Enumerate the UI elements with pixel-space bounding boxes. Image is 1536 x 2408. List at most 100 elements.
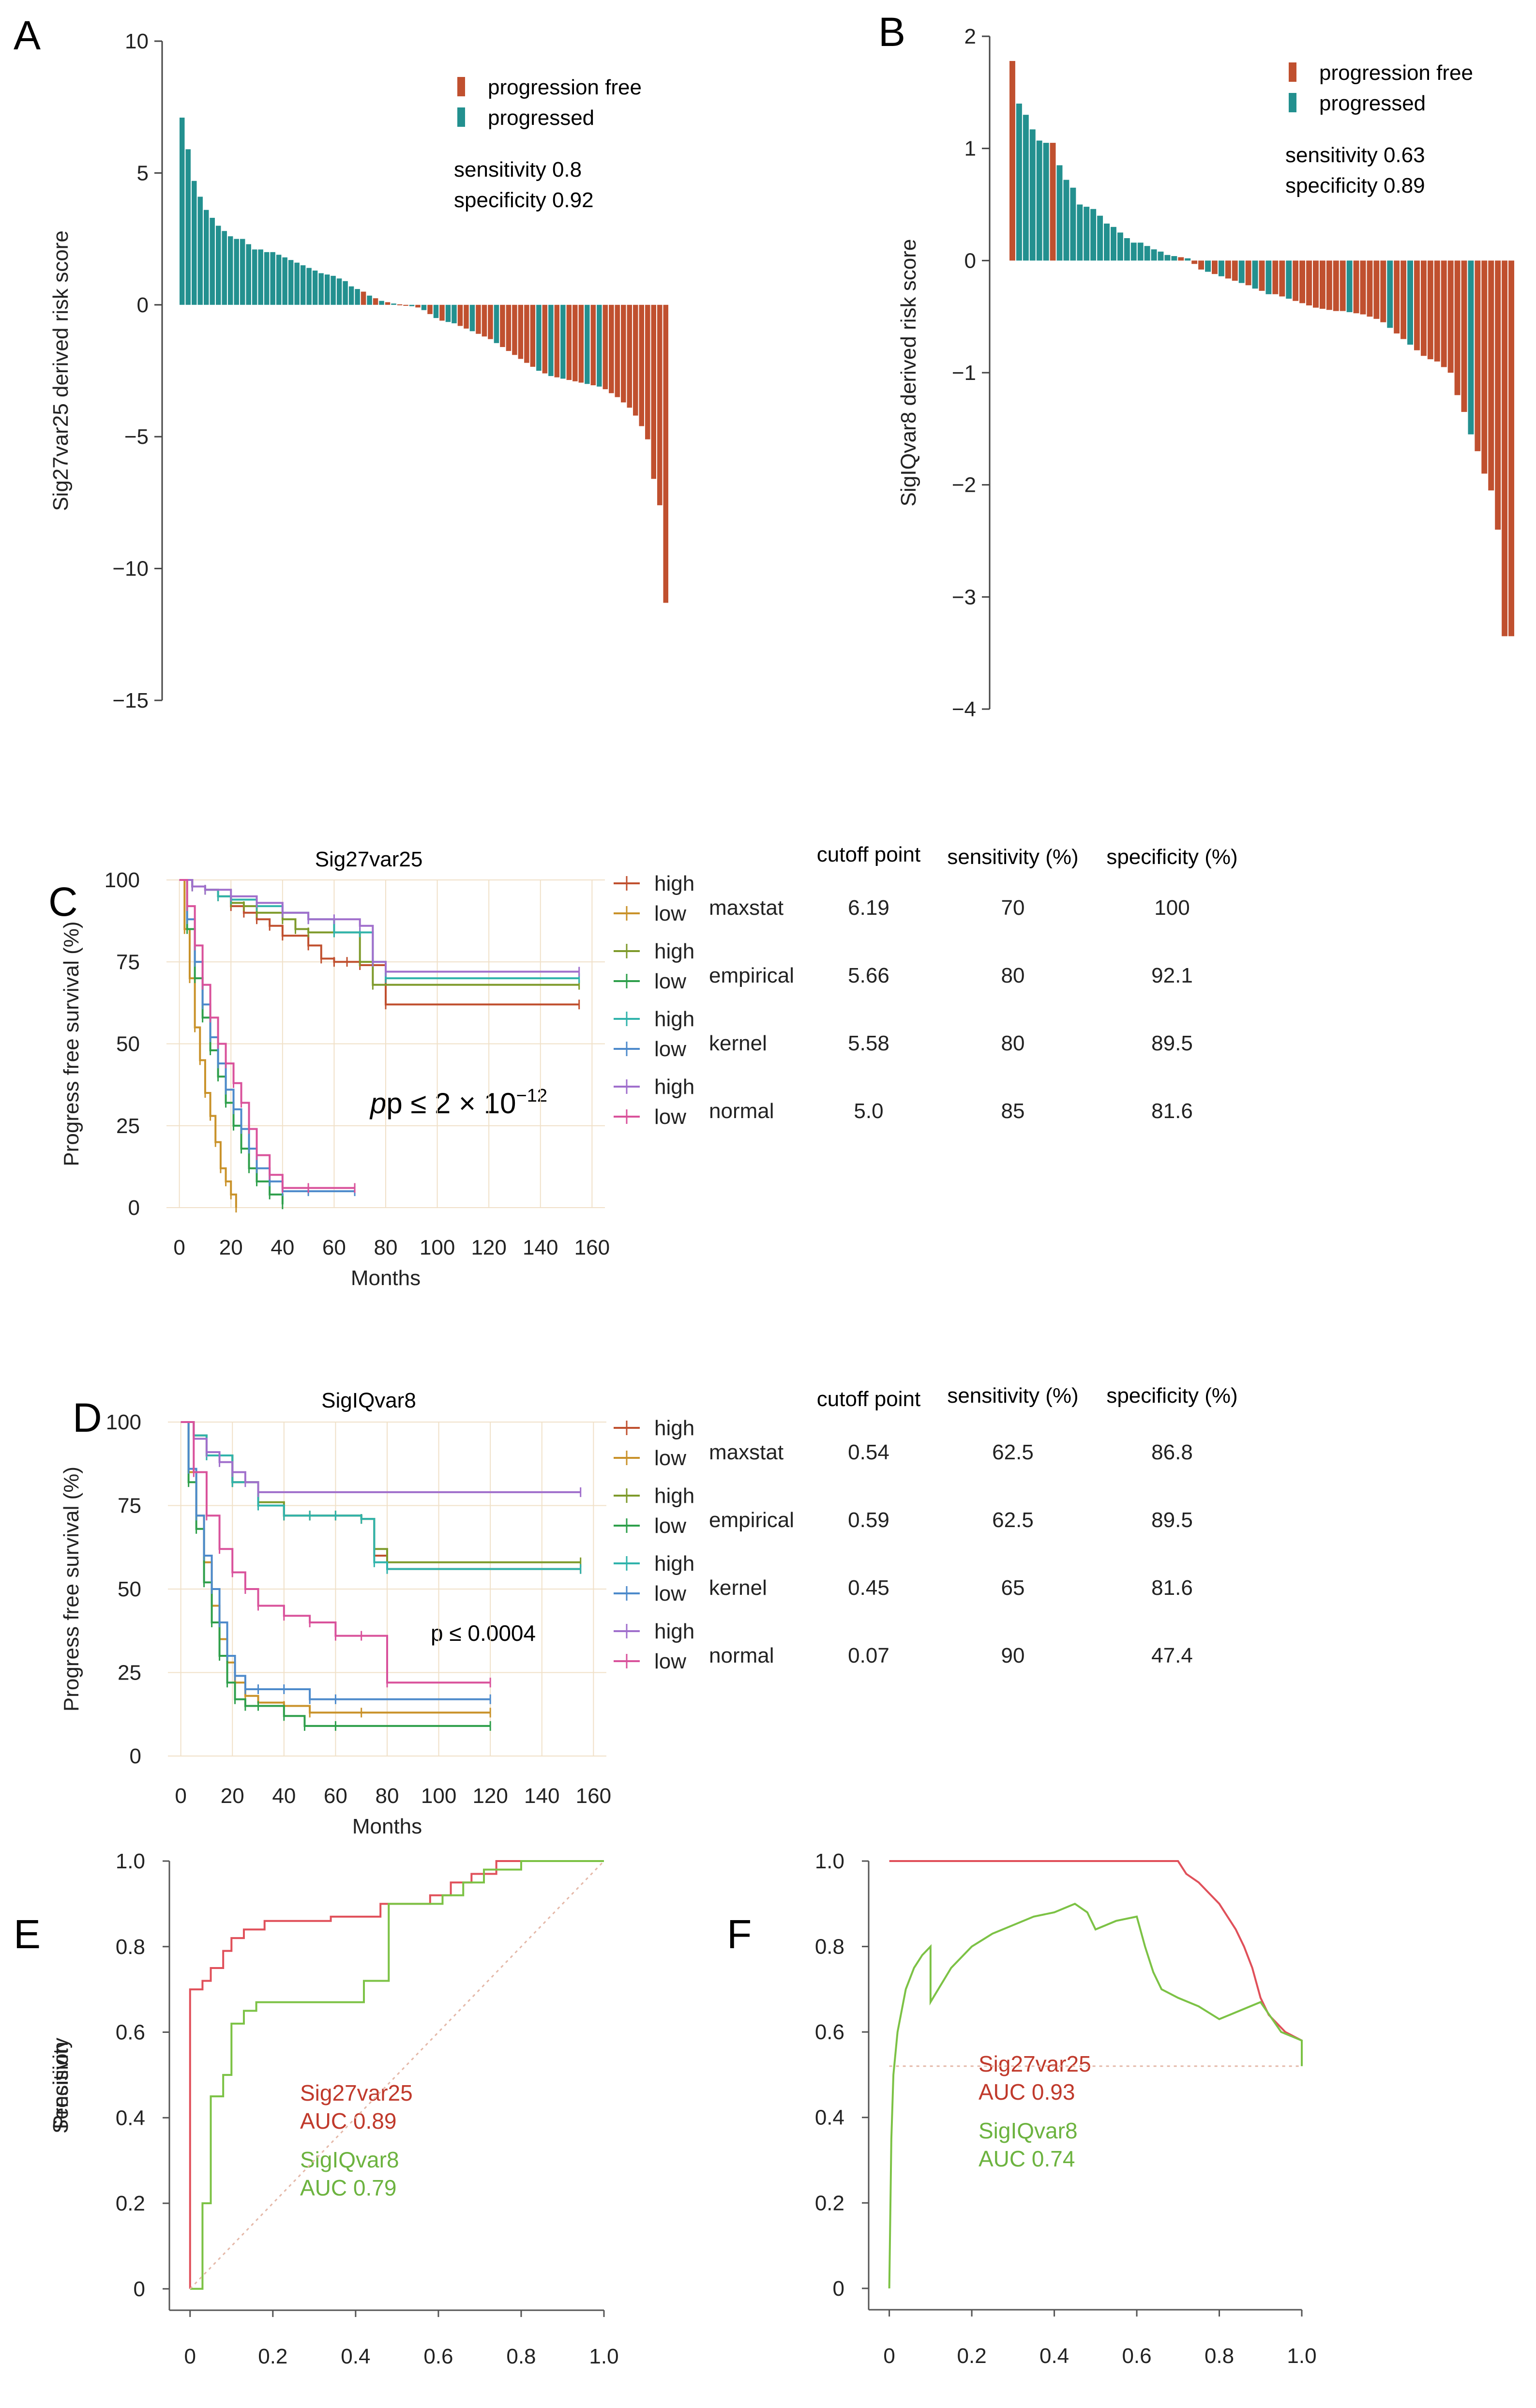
panelA-bar-1	[185, 149, 191, 305]
panel-b-annotation-sensitivity: sensitivity 0.63	[1285, 143, 1425, 167]
panelD-legend-high: high	[654, 1620, 694, 1643]
panelD-x-tick-label: 20	[221, 1784, 244, 1808]
panelF-x-tick-label: 0.2	[957, 2344, 987, 2368]
panelD-sensitivity-value: 90	[1001, 1644, 1025, 1667]
panelA-legend-swatch-progression-free	[457, 77, 465, 96]
panelB-bar-66	[1454, 260, 1461, 395]
panelB-bar-47	[1326, 260, 1332, 310]
panel-d-survival: SigIQvar8 cutoff point sensitivity (%) s…	[60, 1384, 1238, 1838]
panelB-bar-71	[1488, 260, 1494, 491]
panelA-bar-53	[500, 304, 505, 347]
panelE-x-tick-label: 1.0	[589, 2345, 618, 2368]
panelC-method-label: maxstat	[709, 896, 783, 920]
panelB-bar-42	[1293, 260, 1299, 301]
panelA-y-tick-label: 5	[137, 161, 149, 185]
panel-e-roc: Sig27var25 AUC 0.89 SigIQvar8 AUC 0.79 0…	[49, 1849, 619, 2368]
panelA-bar-18	[288, 260, 294, 305]
panelA-bar-63	[560, 304, 566, 379]
panelA-bar-43	[439, 304, 445, 321]
panelB-bar-19	[1137, 242, 1144, 261]
panelB-bar-9	[1070, 187, 1076, 261]
panelB-bar-17	[1124, 238, 1130, 261]
panelB-bar-58	[1400, 260, 1407, 339]
panelA-bar-28	[348, 286, 354, 305]
panelB-bar-6	[1050, 143, 1056, 261]
panelA-bar-32	[373, 298, 378, 305]
panelC-y-tick-label: 25	[116, 1114, 140, 1138]
panelB-bar-11	[1084, 207, 1090, 261]
panelB-y-tick-label: −1	[952, 361, 976, 385]
panelB-bar-57	[1394, 260, 1400, 333]
panelB-bar-46	[1319, 260, 1325, 309]
panelA-bar-33	[379, 301, 384, 305]
panelA-bar-58	[530, 304, 536, 367]
panelB-bar-29	[1205, 260, 1211, 272]
panel-c-survival: Sig27var25 cutoff point sensitivity (%) …	[60, 843, 1238, 1290]
panelB-y-tick-label: 1	[964, 137, 976, 161]
panelB-bar-12	[1090, 209, 1097, 261]
panelB-bar-70	[1481, 260, 1488, 474]
panelA-bar-72	[615, 304, 620, 397]
panelD-x-tick-label: 120	[472, 1784, 508, 1808]
panelE-y-tick-label: 1.0	[116, 1849, 145, 1873]
panelA-bar-75	[633, 304, 638, 416]
panelD-x-tick-label: 60	[324, 1784, 347, 1808]
panelB-bar-7	[1056, 165, 1063, 261]
panelA-bar-68	[590, 304, 596, 385]
panelA-bar-41	[427, 304, 433, 314]
panelB-legend-swatch-progressed	[1289, 93, 1296, 112]
panelA-y-tick-label: −10	[112, 557, 149, 581]
panelE-x-tick-label: 0.2	[258, 2345, 287, 2368]
panelB-bar-56	[1387, 260, 1393, 328]
panelB-bar-34	[1238, 260, 1245, 283]
panelA-bar-42	[433, 304, 439, 318]
panelA-bar-79	[657, 304, 663, 505]
panelA-bar-10	[240, 239, 245, 305]
panelD-x-tick-label: 140	[524, 1784, 559, 1808]
panelF-y-tick-label: 1.0	[815, 1849, 844, 1873]
panelF-x-tick-label: 0	[883, 2344, 895, 2368]
panelD-x-tick-label: 100	[421, 1784, 456, 1808]
panelB-bar-25	[1178, 257, 1184, 261]
panel-a-legend-progression-free: progression free	[488, 76, 642, 99]
panelA-bar-50	[482, 304, 487, 337]
panelB-bar-10	[1077, 204, 1083, 261]
panelC-legend-high: high	[654, 872, 694, 895]
panelB-bar-52	[1360, 260, 1366, 315]
panelE-series-2	[189, 1860, 605, 2289]
panelA-bar-31	[367, 295, 372, 305]
panelA-bar-16	[276, 255, 282, 305]
panelB-y-tick-label: −3	[952, 585, 976, 609]
panelB-bar-43	[1299, 260, 1306, 303]
panelC-method-label: kernel	[709, 1031, 767, 1055]
panelA-bar-61	[548, 304, 554, 376]
panelA-bar-7	[222, 231, 227, 305]
panelB-y-tick-label: 2	[964, 25, 976, 48]
panelB-bar-73	[1502, 260, 1508, 636]
panel-d-header-sensitivity: sensitivity (%)	[947, 1384, 1078, 1408]
panel-letter-d: D	[73, 1395, 102, 1440]
panel-b-legend-progression-free: progression free	[1319, 61, 1473, 85]
panelC-method-label: empirical	[709, 964, 794, 987]
panelC-series-7	[179, 879, 355, 1189]
panelA-bar-27	[343, 281, 348, 305]
panelB-bar-26	[1185, 258, 1191, 261]
panelA-bar-37	[403, 304, 408, 306]
panelD-legend-low: low	[654, 1650, 686, 1673]
panelB-bar-69	[1475, 260, 1481, 452]
panelA-bar-39	[415, 304, 421, 308]
panelE-y-tick-label: 0.4	[116, 2106, 145, 2130]
panelC-specificity-value: 89.5	[1151, 1031, 1193, 1055]
panelA-bar-70	[602, 304, 608, 390]
panelC-y-tick-label: 100	[105, 868, 140, 892]
panelC-legend-low: low	[654, 1037, 686, 1061]
panelB-bar-31	[1218, 260, 1224, 276]
panelD-x-axis-label: Months	[352, 1815, 422, 1838]
panelA-bar-71	[609, 304, 614, 394]
panel-c-header-specificity: specificity (%)	[1106, 845, 1237, 869]
panelB-bar-38	[1265, 260, 1272, 294]
panelB-bar-23	[1164, 255, 1171, 261]
panelA-bar-76	[639, 304, 645, 426]
panelB-bar-44	[1306, 260, 1312, 305]
panelD-y-tick-label: 50	[118, 1577, 141, 1601]
